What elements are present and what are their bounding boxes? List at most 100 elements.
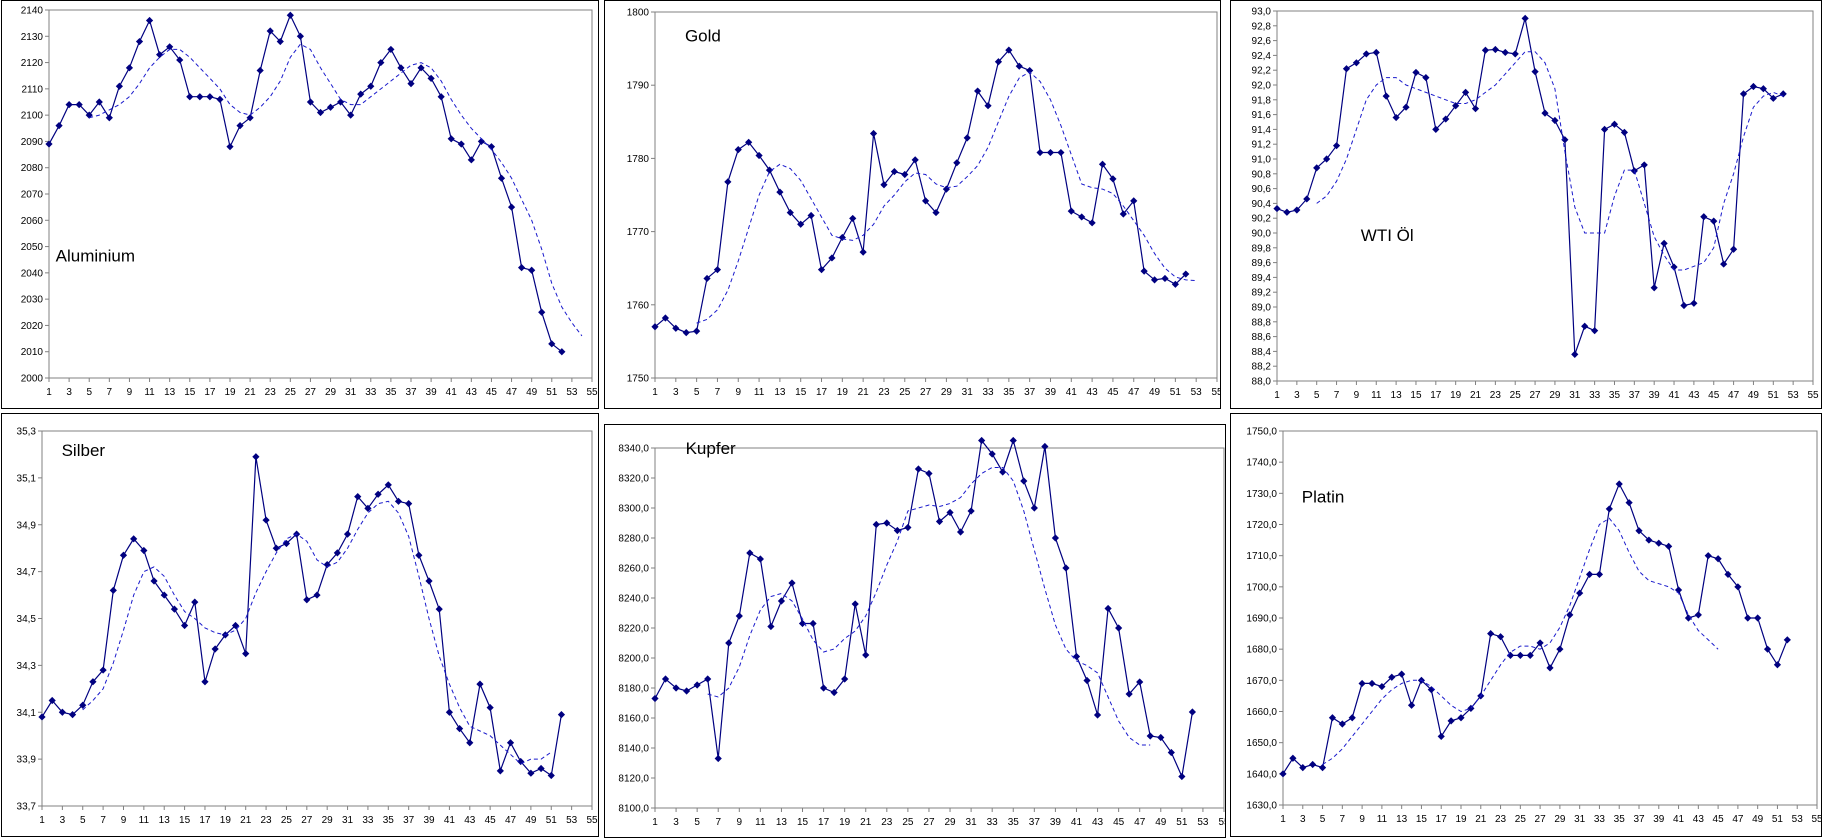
data-point xyxy=(1279,770,1287,778)
y-tick-label: 8260,0 xyxy=(618,564,649,575)
x-tick-label: 43 xyxy=(466,387,478,398)
data-point xyxy=(1115,624,1123,632)
y-tick-label: 2030 xyxy=(21,295,44,306)
data-point xyxy=(724,178,732,186)
data-point xyxy=(1670,263,1678,271)
x-tick-label: 55 xyxy=(1811,814,1821,825)
x-tick-label: 41 xyxy=(444,815,456,826)
data-point xyxy=(1581,322,1589,330)
data-point xyxy=(303,596,311,604)
x-tick-label: 37 xyxy=(403,815,415,826)
x-tick-label: 35 xyxy=(383,815,395,826)
plot-area xyxy=(41,430,593,807)
x-tick-label: 55 xyxy=(1211,387,1220,398)
data-point xyxy=(65,101,73,109)
data-point xyxy=(1146,732,1154,740)
data-point xyxy=(242,650,250,658)
x-tick-label: 45 xyxy=(486,387,498,398)
x-tick-label: 29 xyxy=(944,817,956,828)
data-point xyxy=(777,597,786,605)
data-point xyxy=(557,710,566,719)
data-point xyxy=(115,82,123,90)
y-tick-label: 92,4 xyxy=(1252,51,1272,62)
x-tick-label: 11 xyxy=(1377,814,1388,825)
x-tick-label: 33 xyxy=(1589,390,1601,401)
y-tick-label: 2050 xyxy=(21,242,44,253)
data-point xyxy=(967,507,975,515)
price-line xyxy=(1282,482,1788,775)
data-point xyxy=(191,598,199,606)
data-point xyxy=(196,93,204,101)
x-tick-label: 7 xyxy=(1340,814,1346,825)
y-tick-label: 88,4 xyxy=(1252,347,1272,358)
price-line xyxy=(654,49,1187,334)
data-point xyxy=(337,98,345,106)
data-point xyxy=(507,203,516,211)
data-point xyxy=(883,519,891,527)
data-point xyxy=(326,103,335,111)
chart-title: Gold xyxy=(685,27,721,46)
data-point xyxy=(405,500,413,508)
data-point xyxy=(693,681,701,689)
y-tick-label: 92,2 xyxy=(1252,66,1272,77)
x-tick-label: 33 xyxy=(987,817,999,828)
y-tick-label: 91,6 xyxy=(1252,110,1272,121)
data-point xyxy=(935,517,944,526)
data-point xyxy=(1481,46,1490,54)
data-point xyxy=(140,546,148,555)
y-tick-label: 34,5 xyxy=(17,614,37,625)
y-tick-label: 1760 xyxy=(627,300,650,311)
data-point xyxy=(819,684,828,692)
data-point xyxy=(1710,217,1718,225)
data-point xyxy=(1615,480,1623,488)
data-point xyxy=(661,314,670,322)
x-tick-label: 43 xyxy=(1688,390,1700,401)
x-tick-label: 1 xyxy=(1274,390,1280,401)
chart-panel-silber: 33,7 33,9 34,1 34,3 34,5 34,7 34,9 35,1 35,3 1 3 5 7… xyxy=(1,413,599,837)
data-point xyxy=(487,143,496,151)
x-tick-label: 39 xyxy=(1050,817,1062,828)
x-tick-label: 37 xyxy=(1633,814,1645,825)
data-point xyxy=(1783,636,1791,644)
data-point xyxy=(99,666,107,674)
data-point xyxy=(407,80,415,88)
data-point xyxy=(1471,105,1480,113)
x-tick-label: 41 xyxy=(1066,387,1078,398)
data-point xyxy=(1161,274,1169,283)
x-tick-label: 33 xyxy=(365,387,377,398)
y-tick-label: 2040 xyxy=(21,268,44,279)
y-tick-label: 91,8 xyxy=(1252,95,1272,106)
x-tick-label: 25 xyxy=(1510,390,1522,401)
data-point xyxy=(859,248,867,256)
y-tick-label: 8100,0 xyxy=(618,804,649,815)
x-tick-label: 5 xyxy=(1314,390,1320,401)
data-point xyxy=(276,37,284,46)
x-tick-label: 53 xyxy=(1788,390,1800,401)
x-tick-label: 33 xyxy=(1594,814,1606,825)
data-point xyxy=(296,32,304,40)
data-point xyxy=(1388,673,1396,681)
chart-platin-svg: 1630,0 1640,0 1650,0 1660,0 1670,0 1680,0 1690… xyxy=(1246,427,1821,826)
moving-average-line xyxy=(1316,51,1784,271)
data-point xyxy=(734,146,742,154)
data-point xyxy=(651,694,659,703)
data-point xyxy=(367,82,375,90)
y-tick-label: 88,8 xyxy=(1252,317,1272,328)
x-tick-label: 37 xyxy=(1024,387,1036,398)
data-point xyxy=(1640,161,1648,169)
data-point xyxy=(1720,260,1728,268)
x-tick-label: 5 xyxy=(80,815,86,826)
x-tick-label: 23 xyxy=(878,387,890,398)
data-point xyxy=(354,493,362,501)
data-point xyxy=(672,324,680,332)
data-point xyxy=(1342,65,1351,73)
x-tick-label: 25 xyxy=(902,817,914,828)
data-point xyxy=(79,701,87,709)
data-point xyxy=(246,114,254,122)
x-tick-label: 29 xyxy=(1549,390,1561,401)
data-point xyxy=(506,739,515,747)
x-tick-label: 39 xyxy=(1045,387,1057,398)
x-tick-label: 53 xyxy=(1792,814,1804,825)
x-tick-label: 53 xyxy=(566,815,578,826)
y-tick-label: 8300,0 xyxy=(618,504,649,515)
